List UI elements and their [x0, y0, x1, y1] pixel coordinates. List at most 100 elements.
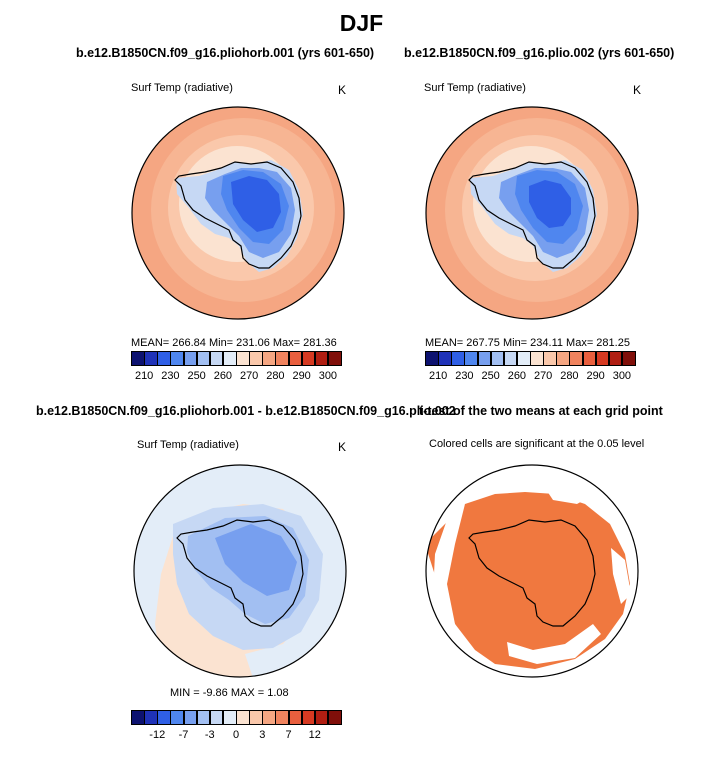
panel-subtitle-top-left: Surf Temp (radiative): [131, 82, 233, 94]
map-border: [425, 464, 639, 678]
colorbar-swatch: [170, 351, 185, 366]
colorbar-swatch: [222, 710, 237, 725]
colorbar-label: 230: [455, 370, 474, 382]
stats-bottom-left: MIN = -9.86 MAX = 1.08: [170, 687, 289, 699]
colorbar-swatch: [209, 710, 224, 725]
colorbar-swatch: [183, 710, 198, 725]
colorbar-swatch: [209, 351, 224, 366]
colorbar-label: 270: [533, 370, 553, 382]
colorbar-swatch: [196, 710, 211, 725]
colorbar-label: 3: [259, 729, 266, 741]
insignificant-patch: [507, 624, 601, 664]
map-top-right: [425, 106, 639, 320]
colorbar-swatch: [301, 710, 316, 725]
colorbar-label: 0: [232, 729, 240, 741]
map-border: [425, 106, 639, 320]
insignificant-patch: [611, 548, 631, 604]
colorbar-swatch: [222, 351, 237, 366]
panel-units-top-right: K: [633, 83, 642, 97]
colorbar-swatch: [608, 351, 623, 366]
map-bottom-right: [425, 464, 639, 678]
stats-top-right: MEAN= 267.75 Min= 234.11 Max= 281.25: [425, 337, 630, 349]
colorbar-swatch: [249, 351, 263, 366]
panel-units-bottom-left: K: [338, 440, 347, 454]
colorbar-swatch: [438, 351, 452, 366]
colorbar-swatch: [490, 351, 505, 366]
colorbar-swatch: [288, 351, 303, 366]
panel-title-bottom-right: t-test of the two means at each grid poi…: [419, 404, 663, 418]
strongest-negative-region: [215, 524, 297, 596]
colorbar-top-left: 210 230 250 260 270 280 290 300: [131, 351, 342, 385]
colorbar-swatch: [503, 351, 518, 366]
colorbar-label: 300: [318, 370, 338, 382]
colorbar-label: 280: [560, 370, 579, 382]
insignificant-strip: [433, 504, 471, 664]
colorbar-swatch: [275, 351, 290, 366]
colorbar-swatch: [131, 710, 145, 725]
colorbar-swatch: [131, 351, 145, 366]
colorbar-swatch: [170, 710, 185, 725]
colorbar-swatch: [569, 351, 584, 366]
colorbar-swatch: [327, 351, 342, 366]
colorbar-label: 230: [161, 370, 180, 382]
colorbar-swatch: [157, 351, 171, 366]
panel-title-top-right: b.e12.B1850CN.f09_g16.plio.002 (yrs 601-…: [404, 46, 675, 60]
colorbar-label: -12: [149, 729, 166, 741]
map-top-left: [131, 106, 345, 320]
colorbar-swatch: [262, 351, 276, 366]
colorbar-bottom-left: -12 -7 -3 0 3 7 12: [131, 710, 342, 744]
colorbar-swatch: [236, 710, 250, 725]
colorbar-swatch: [275, 710, 290, 725]
colorbar-swatch: [425, 351, 439, 366]
colorbar-label: 290: [292, 370, 311, 382]
panel-title-top-left: b.e12.B1850CN.f09_g16.pliohorb.001 (yrs …: [76, 46, 375, 60]
colorbar-label: 260: [213, 370, 233, 382]
colorbar-swatch: [196, 351, 211, 366]
antarctica-coastline: [468, 519, 596, 627]
antarctica-coastline: [468, 161, 596, 269]
colorbar-swatch: [314, 351, 329, 366]
colorbar-label: 290: [586, 370, 605, 382]
colorbar-top-right: 210 230 250 260 270 280 290 300: [425, 351, 636, 385]
colorbar-swatch: [157, 710, 171, 725]
colorbar-label: 280: [266, 370, 285, 382]
map-bottom-left: [133, 464, 347, 678]
panel-title-bottom-left: b.e12.B1850CN.f09_g16.pliohorb.001 - b.e…: [36, 404, 456, 418]
colorbar-swatch: [582, 351, 597, 366]
colorbar-swatch: [464, 351, 479, 366]
colorbar-swatch: [301, 351, 316, 366]
panel-subtitle-bottom-left: Surf Temp (radiative): [137, 439, 239, 451]
antarctic-coldest-zone: [529, 180, 571, 228]
colorbar-swatch: [530, 351, 544, 366]
colorbar-swatch: [477, 351, 492, 366]
antarctica-coastline: [174, 161, 302, 269]
colorbar-label: -3: [204, 729, 215, 741]
colorbar-swatch: [288, 710, 303, 725]
antarctic-coldest-zone: [231, 176, 281, 232]
colorbar-label: 210: [134, 370, 154, 382]
colorbar-swatch: [144, 351, 158, 366]
colorbar-swatch: [249, 710, 263, 725]
insignificant-patch: [545, 484, 591, 504]
colorbar-label: 250: [481, 370, 500, 382]
stats-top-left: MEAN= 266.84 Min= 231.06 Max= 281.36: [131, 337, 337, 349]
colorbar-label: -7: [178, 729, 189, 741]
colorbar-label: 250: [187, 370, 206, 382]
colorbar-swatch: [144, 710, 158, 725]
panel-subtitle-top-right: Surf Temp (radiative): [424, 82, 526, 94]
colorbar-swatch: [314, 710, 329, 725]
colorbar-label: 12: [308, 729, 321, 741]
colorbar-swatch: [516, 351, 531, 366]
colorbar-label: 300: [612, 370, 632, 382]
colorbar-swatch: [556, 351, 570, 366]
significant-cells: [426, 492, 630, 669]
figure-title: DJF: [339, 10, 384, 36]
colorbar-label: 210: [428, 370, 448, 382]
colorbar-swatch: [621, 351, 636, 366]
colorbar-swatch: [451, 351, 465, 366]
colorbar-label: 7: [285, 729, 292, 741]
colorbar-swatch: [236, 351, 250, 366]
colorbar-swatch: [543, 351, 557, 366]
colorbar-label: 270: [239, 370, 259, 382]
colorbar-label: 260: [507, 370, 527, 382]
